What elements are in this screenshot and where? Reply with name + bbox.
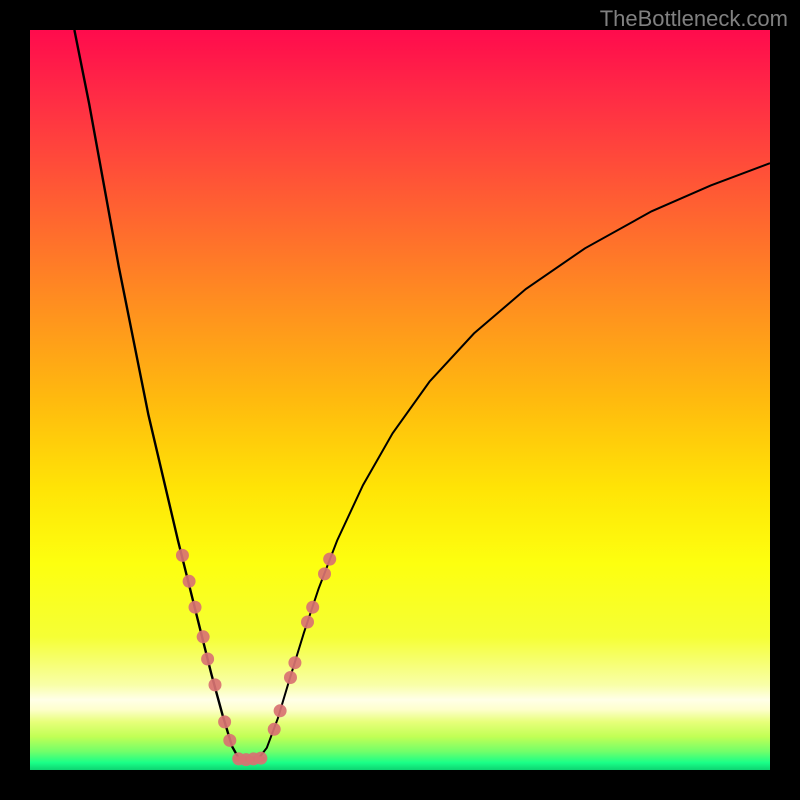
marker-point (176, 549, 189, 562)
marker-point (268, 723, 281, 736)
marker-point (218, 715, 231, 728)
marker-point (209, 678, 222, 691)
marker-point (254, 752, 267, 765)
marker-point (288, 656, 301, 669)
marker-point (201, 653, 214, 666)
marker-point (183, 575, 196, 588)
marker-layer (30, 30, 770, 770)
attribution-label: TheBottleneck.com (600, 6, 788, 32)
marker-point (274, 704, 287, 717)
marker-point (318, 567, 331, 580)
chart-frame: TheBottleneck.com (0, 0, 800, 800)
marker-point (197, 630, 210, 643)
marker-point (306, 601, 319, 614)
marker-point (323, 553, 336, 566)
marker-point (189, 601, 202, 614)
plot-area (30, 30, 770, 770)
marker-group (176, 549, 336, 766)
marker-point (301, 616, 314, 629)
marker-point (223, 734, 236, 747)
marker-point (284, 671, 297, 684)
